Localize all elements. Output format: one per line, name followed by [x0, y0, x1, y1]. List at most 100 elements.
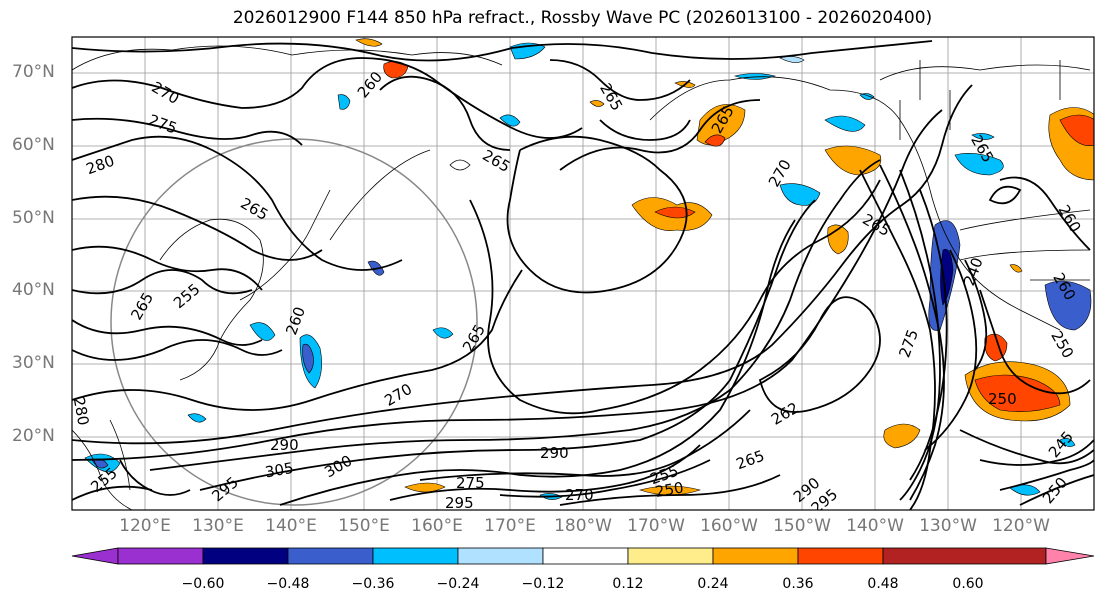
contour-line	[559, 99, 761, 171]
contour-label: 280	[70, 396, 93, 427]
anomaly-blob	[337, 94, 351, 110]
contour-line	[899, 169, 941, 501]
contour-line	[499, 459, 711, 498]
colorbar-segment	[117, 547, 204, 565]
anomaly-blob	[589, 100, 605, 107]
contour-line	[999, 459, 1094, 491]
anomaly-blob	[704, 134, 726, 147]
contour-line	[979, 439, 1094, 466]
colorbar-tick-label: 0.24	[697, 576, 729, 592]
contour-line	[999, 176, 1091, 251]
colorbar-tick-label: −0.48	[266, 576, 310, 592]
contour-label: 295	[445, 494, 474, 512]
colorbar-tick-label: −0.36	[351, 576, 395, 592]
contour-line	[72, 84, 973, 445]
colorbar-segment	[287, 547, 374, 565]
contour-label: 265	[459, 321, 489, 355]
anomaly-blob	[638, 485, 702, 496]
colorbar-segment	[457, 547, 544, 565]
shaded-anomalies	[84, 38, 1094, 500]
lon-label: 120°E	[119, 516, 171, 536]
contour-label: 265	[596, 80, 626, 114]
lon-label: 170°W	[627, 516, 685, 536]
contour-line	[988, 185, 1022, 205]
contour-label: 260	[282, 304, 309, 337]
contour-line	[924, 249, 978, 451]
contour-line	[72, 319, 263, 346]
colorbar	[71, 547, 1095, 565]
plot-frame	[71, 36, 1095, 511]
contour-line	[379, 75, 511, 151]
contour-label: 275	[456, 474, 485, 492]
lat-label: 20°N	[12, 426, 55, 446]
contour-line	[964, 259, 988, 371]
anomaly-blob	[249, 322, 276, 341]
anomaly-blob	[1009, 264, 1023, 273]
contour-label: 240	[960, 255, 987, 288]
lon-label: 130°E	[192, 516, 244, 536]
lon-label: 140°W	[846, 516, 904, 536]
lon-label: 160°W	[700, 516, 758, 536]
colorbar-tick-label: 0.12	[612, 576, 644, 592]
contour-line	[72, 57, 583, 139]
contour-label: 280	[84, 152, 117, 179]
contour-label: 255	[170, 280, 204, 312]
anomaly-blob	[824, 115, 866, 132]
map-title: 2026012900 F144 850 hPa refract., Rossby…	[232, 8, 933, 28]
anomaly-blob	[355, 38, 383, 47]
lon-label: 120°W	[992, 516, 1050, 536]
anomaly-blob	[187, 413, 207, 423]
lon-label: 160°E	[411, 516, 463, 536]
contour-line	[199, 199, 816, 491]
colorbar-segment	[882, 547, 1047, 565]
lon-label: 180°W	[554, 516, 612, 536]
contour-label: 275	[146, 111, 179, 138]
colorbar-segment	[627, 547, 714, 565]
contour-line	[72, 117, 303, 146]
contour-line	[72, 269, 253, 295]
contour-line	[279, 219, 796, 506]
contour-label: 295	[208, 473, 242, 505]
colorbar-segment	[372, 547, 459, 565]
anomaly-blob	[824, 145, 882, 176]
contour-label: 305	[264, 459, 295, 482]
anomaly-blob	[971, 133, 995, 140]
colorbar-tick-label: 0.36	[782, 576, 814, 592]
colorbar-tick-label: −0.12	[521, 576, 565, 592]
lat-label: 40°N	[12, 280, 55, 300]
colorbar-segment	[712, 547, 799, 565]
contour-line	[72, 135, 403, 271]
anomaly-blob	[499, 114, 521, 127]
contour-line	[419, 409, 751, 481]
anomaly-blob	[940, 248, 954, 306]
anomaly-blob	[1059, 438, 1076, 447]
lat-label: 50°N	[12, 208, 55, 228]
contour-label: 250	[1047, 328, 1077, 362]
contour-line	[72, 195, 323, 261]
anomaly-blob	[954, 153, 1004, 176]
anomaly-blob	[974, 374, 1061, 412]
contour-label: 270	[149, 78, 183, 108]
contour-line	[72, 40, 933, 62]
contour-label: 270	[565, 486, 594, 504]
contour-line	[559, 474, 781, 506]
contour-line	[469, 179, 881, 415]
contour-line	[599, 119, 691, 141]
anomaly-blob	[302, 343, 314, 374]
anomaly-blob	[1044, 280, 1092, 331]
contour-line	[72, 485, 153, 501]
contour-label: 250	[654, 478, 685, 501]
anomaly-blob	[883, 423, 921, 449]
contour-line	[1019, 474, 1094, 506]
lon-label: 150°E	[338, 516, 390, 536]
contour-label: 265	[734, 447, 767, 474]
lon-label: 140°E	[265, 516, 317, 536]
coastlines	[72, 45, 1091, 510]
colorbar-tick-label: −0.24	[436, 576, 480, 592]
contour-label: 265	[237, 194, 271, 224]
colorbar-segment	[1045, 547, 1095, 565]
anomaly-blob	[404, 482, 446, 493]
anomaly-blob	[654, 206, 696, 219]
contour-label: 290	[540, 444, 569, 462]
contour-line	[389, 444, 701, 501]
